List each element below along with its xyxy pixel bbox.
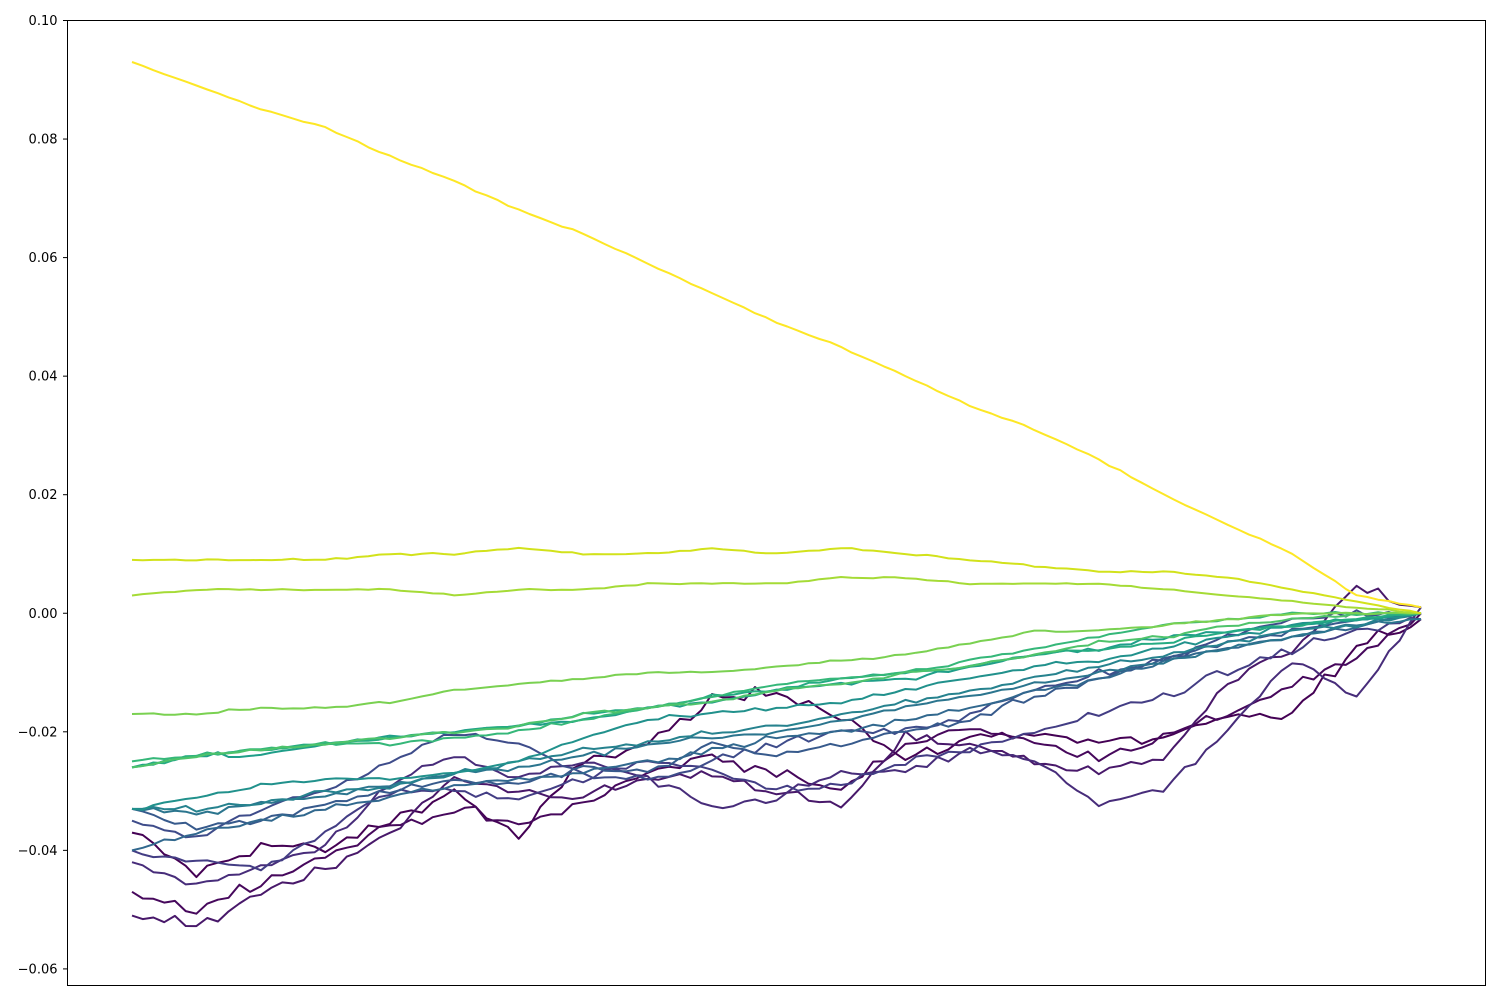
y-tick-label: 0.04	[29, 370, 58, 385]
series-line-19	[131, 61, 1422, 609]
y-tick-label: 0.08	[29, 133, 58, 148]
y-axis: −0.06 −0.04 −0.02 0.00 0.02 0.04 0.06 0.08 0.10	[18, 14, 68, 977]
y-tick-label: −0.04	[18, 844, 58, 859]
plot-frame	[67, 20, 1486, 986]
series-layer	[131, 61, 1422, 928]
y-tick-label: 0.02	[29, 488, 58, 503]
y-tick-label: 0.06	[29, 251, 58, 266]
y-tick-label: −0.02	[18, 725, 58, 740]
series-line-10	[131, 612, 1422, 813]
y-tick-label: 0.10	[29, 14, 58, 29]
series-line-4	[131, 606, 1422, 886]
y-tick-label: 0.00	[29, 607, 58, 622]
series-line-5	[131, 616, 1422, 872]
series-line-3	[131, 584, 1422, 928]
series-line-18	[131, 546, 1422, 615]
series-line-2	[131, 612, 1422, 915]
series-line-17	[131, 576, 1422, 615]
series-line-11	[131, 612, 1422, 811]
series-line-6	[131, 609, 1422, 839]
series-line-9	[131, 618, 1422, 816]
series-line-15	[131, 610, 1422, 769]
series-line-16	[131, 611, 1422, 716]
series-line-1	[131, 618, 1422, 879]
y-tick-label: −0.06	[18, 962, 58, 977]
